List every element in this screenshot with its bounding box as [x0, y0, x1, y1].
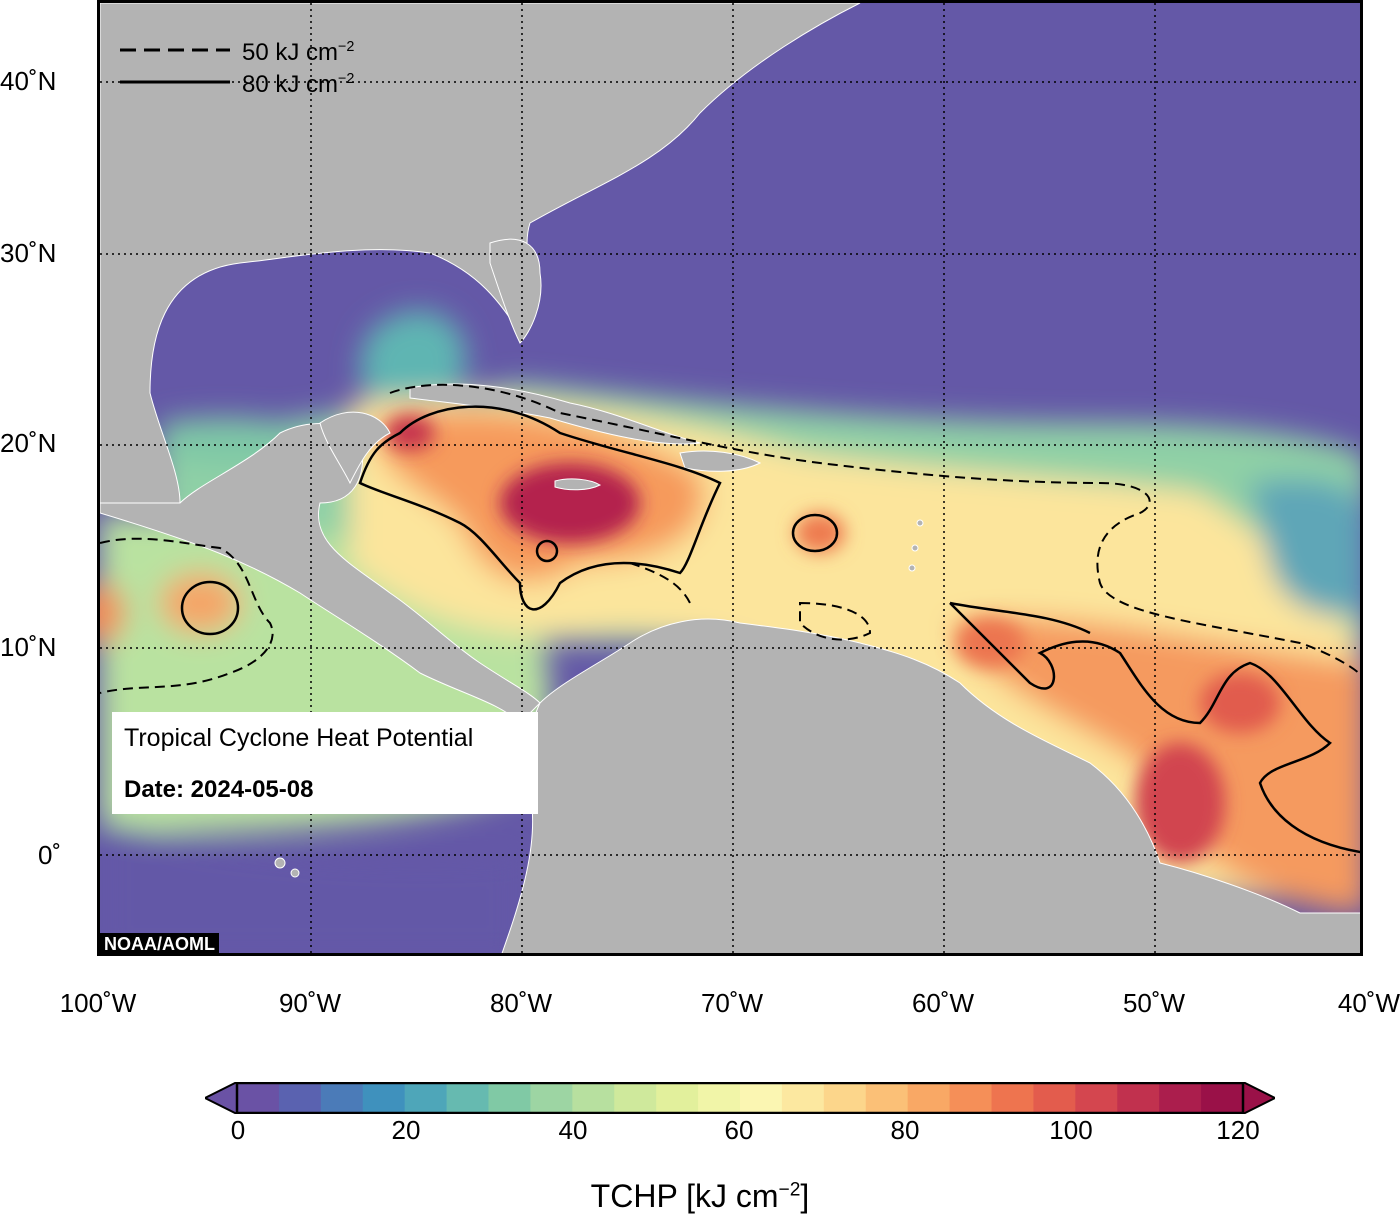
- colorbar-cell: [446, 1083, 489, 1113]
- colorbar-tick-40: 40: [558, 1115, 588, 1145]
- map-title: Tropical Cyclone Heat Potential: [124, 724, 474, 752]
- lat-label-0: 0˚: [38, 840, 62, 870]
- colorbar-cell: [949, 1083, 992, 1113]
- colorbar-cell: [907, 1083, 951, 1113]
- colorbar-cell: [362, 1083, 406, 1113]
- colorbar-tick-120: 120: [1216, 1115, 1260, 1145]
- colorbar-title: TCHP [kJ cm−2]: [590, 1178, 810, 1214]
- lat-label-20n: 20˚N: [0, 428, 57, 458]
- contour-80: [180, 405, 1360, 854]
- graticule: [100, 3, 1360, 953]
- lat-label-10n: 10˚N: [0, 632, 57, 662]
- solid-line-icon: [120, 80, 230, 84]
- lon-label-60w: 60˚W: [911, 988, 975, 1018]
- colorbar-cell: [404, 1083, 448, 1113]
- land-jamaica: [554, 478, 602, 491]
- colorbar-max-arrow: [1242, 1082, 1275, 1114]
- legend-item-80: 80 kJ cm−2: [120, 66, 354, 98]
- colorbar-cell: [656, 1083, 699, 1113]
- land-north-america: [100, 3, 861, 504]
- lon-label-40w: 40˚W: [1337, 988, 1400, 1018]
- lon-label-70w: 70˚W: [700, 988, 764, 1018]
- dashed-line-icon: [120, 48, 230, 52]
- legend-item-50: 50 kJ cm−2: [120, 34, 354, 66]
- colorbar-cell: [1033, 1083, 1076, 1113]
- heat-hotspots: [385, 415, 1280, 863]
- lon-label-80w: 80˚W: [489, 988, 553, 1018]
- lat-label-40n: 40˚N: [0, 66, 57, 96]
- colorbar-cell: [572, 1083, 615, 1113]
- credit-label: NOAA/AOML: [100, 933, 219, 956]
- colorbar-cell: [865, 1083, 909, 1113]
- contour-50: [100, 383, 1360, 694]
- colorbar-tick-60: 60: [724, 1115, 754, 1145]
- colorbar-cell: [781, 1083, 825, 1113]
- colorbar-min-arrow: [205, 1082, 238, 1114]
- lat-label-30n: 30˚N: [0, 238, 57, 268]
- colorbar-cell: [1201, 1083, 1244, 1113]
- info-box: Tropical Cyclone Heat Potential Date: 20…: [112, 712, 538, 814]
- lon-label-50w: 50˚W: [1122, 988, 1186, 1018]
- colorbar-cell: [530, 1083, 573, 1113]
- map-date: Date: 2024-05-08: [124, 776, 314, 803]
- colorbar-cells: [237, 1083, 1244, 1113]
- lon-label-100w: 100˚W: [59, 988, 137, 1018]
- land-hispaniola: [679, 450, 762, 472]
- colorbar: [205, 1082, 1275, 1114]
- colorbar-tick-0: 0: [230, 1115, 246, 1145]
- colorbar-cell: [237, 1083, 280, 1113]
- colorbar-cell: [1159, 1083, 1202, 1113]
- colorbar-cell: [488, 1083, 531, 1113]
- colorbar-tick-100: 100: [1049, 1115, 1093, 1145]
- land-south-america: [501, 618, 1360, 953]
- contour-legend: 50 kJ cm−2 80 kJ cm−2: [120, 34, 354, 98]
- colorbar-cell: [740, 1083, 783, 1113]
- colorbar-cell: [320, 1083, 364, 1113]
- legend-label-80: 80 kJ cm−2: [242, 71, 355, 98]
- colorbar-cell: [614, 1083, 657, 1113]
- colorbar-frame: [235, 1082, 1245, 1114]
- colorbar-cell: [698, 1083, 741, 1113]
- lon-label-90w: 90˚W: [278, 988, 342, 1018]
- colorbar-tick-80: 80: [890, 1115, 920, 1145]
- colorbar-cell: [1117, 1083, 1160, 1113]
- colorbar-cell: [278, 1083, 322, 1113]
- colorbar-cell: [823, 1083, 867, 1113]
- land-florida: [489, 238, 542, 344]
- colorbar-tick-20: 20: [391, 1115, 421, 1145]
- colorbar-cell: [991, 1083, 1034, 1113]
- colorbar-cell: [1075, 1083, 1118, 1113]
- legend-label-50: 50 kJ cm−2: [242, 39, 355, 66]
